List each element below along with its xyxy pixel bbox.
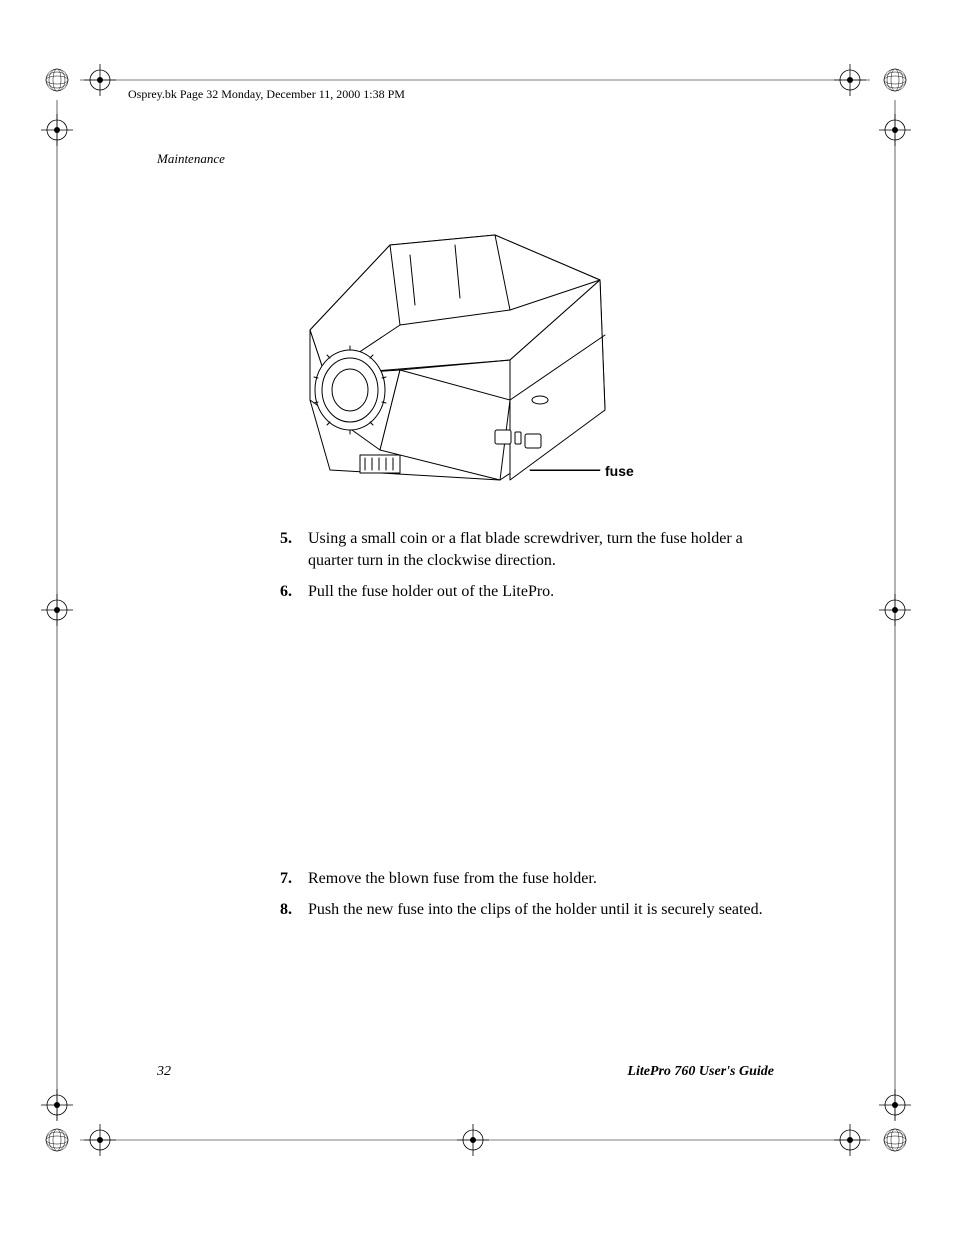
step-number: 5. <box>280 528 308 571</box>
figure-placeholder-gap <box>280 613 775 868</box>
callout-leader-line <box>530 470 600 471</box>
step-text: Using a small coin or a flat blade screw… <box>308 528 775 571</box>
step-7: 7. Remove the blown fuse from the fuse h… <box>280 868 775 890</box>
page-header-meta: Osprey.bk Page 32 Monday, December 11, 2… <box>128 87 405 102</box>
step-number: 6. <box>280 581 308 603</box>
step-number: 8. <box>280 899 308 921</box>
step-5: 5. Using a small coin or a flat blade sc… <box>280 528 775 571</box>
callout-label-fuse: fuse <box>605 463 634 479</box>
section-title: Maintenance <box>157 151 225 167</box>
page: Osprey.bk Page 32 Monday, December 11, 2… <box>0 0 954 1235</box>
step-8: 8. Push the new fuse into the clips of t… <box>280 899 775 921</box>
step-text: Remove the blown fuse from the fuse hold… <box>308 868 597 890</box>
footer-guide-title: LitePro 760 User's Guide <box>627 1064 774 1080</box>
instruction-steps: 5. Using a small coin or a flat blade sc… <box>280 528 775 931</box>
step-6: 6. Pull the fuse holder out of the LiteP… <box>280 581 775 603</box>
projector-diagram <box>250 210 650 510</box>
step-number: 7. <box>280 868 308 890</box>
step-text: Pull the fuse holder out of the LitePro. <box>308 581 554 603</box>
step-text: Push the new fuse into the clips of the … <box>308 899 763 921</box>
page-number: 32 <box>157 1064 171 1080</box>
